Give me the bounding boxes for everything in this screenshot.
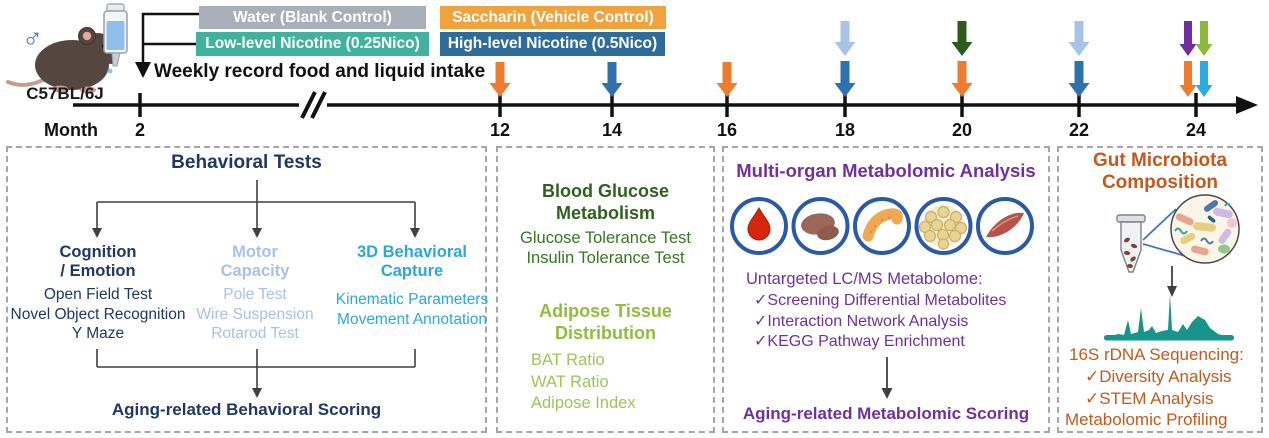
microbiota-items: ✓Diversity Analysis ✓STEM Analysis: [1085, 366, 1232, 410]
microbiota-panel: [1057, 146, 1263, 433]
event-arrow-m24-orange: [1179, 61, 1197, 97]
sample-tube-icon: [1116, 208, 1190, 273]
event-arrow-m20-bottom: [951, 61, 973, 97]
event-arrow-m16: [716, 62, 738, 97]
month-tick-label: 20: [951, 120, 973, 140]
metabolomic-panel: [722, 146, 1050, 433]
event-arrow-m22-top: [1068, 21, 1090, 56]
water-bottle-icon: [103, 3, 128, 74]
adipose-items: BAT Ratio WAT Ratio Adipose Index: [531, 350, 636, 415]
cognition-heading: Cognition / Emotion: [59, 243, 137, 280]
glucose-items: Glucose Tolerance Test Insulin Tolerance…: [496, 228, 715, 268]
capture3d-items: Kinematic Parameters Movement Annotation: [322, 290, 502, 329]
strain-label: C57BL/6J: [26, 84, 104, 103]
metabolism-panel: [496, 146, 715, 433]
timeline-axis: [73, 93, 1240, 117]
month-tick-label: 18: [834, 120, 856, 140]
list-item: ✓Screening Differential Metabolites: [754, 292, 1007, 309]
event-arrow-m24-green: [1195, 21, 1213, 56]
event-arrow-m18-bottom: [834, 61, 856, 97]
list-item: ✓Interaction Network Analysis: [754, 312, 969, 330]
list-item: Open Field Test: [43, 286, 153, 303]
microbiota-subtitle: 16S rDNA Sequencing:: [1069, 345, 1244, 364]
group-split-bracket: [141, 12, 200, 76]
metabolomic-title: Multi-organ Metabolomic Analysis: [736, 160, 1036, 181]
list-item: Pole Test: [223, 286, 287, 303]
metabolomic-flow-arrow: [881, 357, 893, 399]
list-item: Y Maze: [71, 325, 125, 342]
list-item: Rotarod Test: [211, 325, 299, 342]
motor-heading: Motor Capacity: [220, 243, 290, 280]
behavioral-scoring: Aging-related Behavioral Scoring: [111, 400, 382, 419]
event-arrows: [489, 21, 1213, 97]
metabolomic-scoring: Aging-related Metabolomic Scoring: [742, 404, 1030, 423]
event-arrow-m24-purple: [1179, 21, 1197, 56]
behavioral-panel: [6, 146, 487, 433]
weekly-note: Weekly record food and liquid intake: [154, 61, 486, 82]
event-arrow-m12: [489, 62, 511, 97]
blood-icon: [747, 206, 771, 241]
organ-icons: [730, 197, 1034, 255]
month-tick-label: 2: [134, 120, 145, 140]
timeline-arrowhead: [1236, 96, 1258, 114]
legend-water: Water (Blank Control): [199, 6, 426, 29]
timeline-break-icon: [299, 91, 327, 119]
event-arrow-m18-top: [834, 21, 856, 56]
event-arrow-m24-cyan: [1195, 61, 1213, 97]
bacteria-magnifier-icon: [1170, 194, 1240, 264]
list-item: BAT Ratio: [531, 351, 605, 369]
capture3d-heading: 3D Behavioral Capture: [356, 243, 468, 280]
event-arrow-m22-bottom: [1068, 61, 1090, 97]
legend-low-nicotine: Low-level Nicotine (0.25Nico): [196, 32, 429, 56]
motor-items: Pole Test Wire Suspension Rotarod Test: [185, 285, 325, 344]
list-item: ✓KEGG Pathway Enrichment: [754, 333, 965, 350]
event-arrow-m20-top: [951, 21, 973, 56]
behavioral-title: Behavioral Tests: [171, 152, 322, 173]
metabolomic-items: ✓Screening Differential Metabolites ✓Int…: [754, 291, 1006, 353]
male-symbol-icon: ♂: [22, 22, 43, 53]
legend-saccharin: Saccharin (Vehicle Control): [440, 6, 666, 29]
microbiota-title: Gut Microbiota Composition: [1092, 150, 1228, 193]
list-item: Movement Annotation: [337, 310, 487, 328]
month-tick-label: 12: [489, 120, 511, 140]
liver-icon: [801, 213, 839, 241]
muscle-icon: [986, 212, 1024, 238]
list-item: Kinematic Parameters: [335, 291, 489, 308]
month-tick-label: 24: [1185, 120, 1207, 140]
event-arrow-m14: [601, 62, 623, 97]
list-item: Insulin Tolerance Test: [526, 249, 685, 267]
cognition-items: Open Field Test Novel Object Recognition…: [2, 285, 194, 344]
chromatogram-icon: [1104, 294, 1234, 341]
list-item: Novel Object Recognition: [10, 305, 186, 323]
microbiota-flow-arrow: [1167, 266, 1177, 297]
month-tick-label: 22: [1068, 120, 1090, 140]
microbiota-footer: Metabolomic Profiling: [1065, 410, 1228, 429]
glucose-title: Blood Glucose Metabolism: [541, 181, 669, 223]
behavioral-flowchart-lines: [96, 180, 416, 390]
list-item: Glucose Tolerance Test: [520, 229, 691, 247]
pancreas-icon: [862, 208, 903, 242]
behavioral-flowchart-arrowheads: [92, 228, 420, 398]
adipose-title: Adipose Tissue Distribution: [539, 301, 672, 343]
list-item: Wire Suspension: [196, 305, 314, 323]
adipose-tissue-icon: [918, 205, 968, 250]
legend-high-nicotine: High-level Nicotine (0.5Nico): [440, 32, 665, 56]
list-item: WAT Ratio: [531, 372, 609, 391]
list-item: Adipose Index: [531, 394, 636, 412]
metabolomic-subtitle: Untargeted LC/MS Metabolome:: [746, 270, 983, 288]
list-item: ✓STEM Analysis: [1085, 389, 1214, 408]
list-item: ✓Diversity Analysis: [1085, 367, 1232, 386]
month-tick-label: 14: [601, 120, 623, 140]
month-tick-label: 16: [716, 120, 738, 140]
weekly-note-marker: [135, 62, 151, 78]
month-axis-label: Month: [44, 120, 98, 140]
